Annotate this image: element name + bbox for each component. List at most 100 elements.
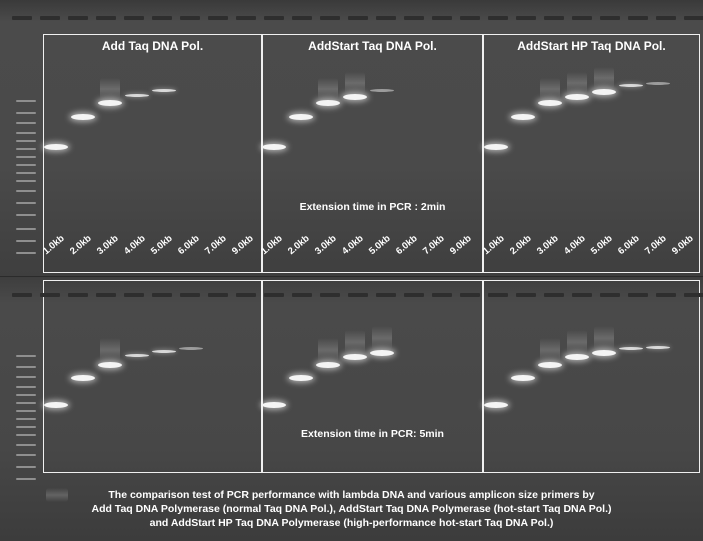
dna-band <box>343 94 367 100</box>
gel-well <box>460 293 480 297</box>
dna-band <box>538 100 562 106</box>
dna-band <box>619 84 643 87</box>
gel-well <box>208 16 228 20</box>
gel-well <box>264 293 284 297</box>
dna-band <box>565 94 589 100</box>
extension-time-note: Extension time in PCR : 2min <box>299 201 446 213</box>
ladder-band <box>16 454 36 456</box>
ladder-band <box>16 190 36 192</box>
ladder-band <box>16 180 36 182</box>
band-smear <box>594 326 614 350</box>
band-smear <box>318 338 338 362</box>
dna-band <box>316 100 340 106</box>
ladder-band <box>16 376 36 378</box>
gel-well <box>600 293 620 297</box>
ladder-band <box>16 478 36 480</box>
gel-image-top <box>0 0 703 276</box>
dna-band <box>538 362 562 368</box>
band-smear <box>567 330 587 354</box>
gel-well <box>208 293 228 297</box>
ladder-band <box>16 240 36 242</box>
band-smear <box>372 326 392 350</box>
gel-well <box>40 16 60 20</box>
gel-well <box>516 16 536 20</box>
gel-well <box>68 16 88 20</box>
gel-well <box>320 293 340 297</box>
caption-line: Add Taq DNA Polymerase (normal Taq DNA P… <box>91 503 612 515</box>
gel-well <box>544 16 564 20</box>
dna-band <box>44 402 68 408</box>
gel-well <box>124 16 144 20</box>
gel-well <box>12 16 32 20</box>
dna-band <box>370 350 394 356</box>
ladder-band <box>16 434 36 436</box>
dna-band <box>565 354 589 360</box>
gel-well <box>460 16 480 20</box>
dna-band <box>152 89 176 92</box>
dna-band <box>592 89 616 95</box>
dna-band <box>316 362 340 368</box>
ladder-band <box>16 100 36 102</box>
ladder-band <box>16 156 36 158</box>
dna-band <box>98 100 122 106</box>
ladder-band <box>16 252 36 254</box>
gel-well <box>348 293 368 297</box>
gel-well <box>628 293 648 297</box>
gel-well <box>628 16 648 20</box>
figure-caption: The comparison test of PCR performance w… <box>0 488 703 530</box>
gel-well <box>12 293 32 297</box>
panel-addstart-taq-top: AddStart Taq DNA Pol. Extension time in … <box>262 34 483 273</box>
panel-title: AddStart HP Taq DNA Pol. <box>517 39 666 53</box>
ladder-band <box>16 148 36 150</box>
ladder-band <box>16 386 36 388</box>
dna-band <box>592 350 616 356</box>
ladder-band <box>16 202 36 204</box>
gel-well <box>124 293 144 297</box>
panel-title: Add Taq DNA Pol. <box>101 39 204 53</box>
gel-well <box>404 16 424 20</box>
gel-well <box>488 293 508 297</box>
ladder-band <box>16 444 36 446</box>
gel-well <box>544 293 564 297</box>
dna-band <box>646 82 670 85</box>
ladder-band <box>16 214 36 216</box>
dna-band <box>511 114 535 120</box>
band-smear <box>345 72 365 94</box>
dna-band <box>511 375 535 381</box>
ladder-band <box>16 132 36 134</box>
ladder-band <box>16 228 36 230</box>
gel-well <box>292 293 312 297</box>
gel-well <box>684 16 703 20</box>
gel-well <box>152 16 172 20</box>
dna-band <box>152 350 176 353</box>
band-smear <box>567 72 587 94</box>
gel-well <box>236 293 256 297</box>
ladder-band <box>16 426 36 428</box>
panel-addstart-hp-taq-bottom <box>483 280 700 473</box>
dna-band <box>343 354 367 360</box>
gel-well <box>488 16 508 20</box>
gel-well <box>656 293 676 297</box>
extension-time-note: Extension time in PCR: 5min <box>301 428 444 440</box>
dna-band <box>125 94 149 97</box>
gel-well <box>236 16 256 20</box>
dna-band <box>262 402 286 408</box>
dna-band <box>619 347 643 350</box>
panel-addstart-hp-taq-top: AddStart HP Taq DNA Pol. <box>483 34 700 273</box>
band-smear <box>318 78 338 100</box>
gel-well <box>572 16 592 20</box>
dna-band <box>71 114 95 120</box>
gel-well <box>376 16 396 20</box>
ladder-band <box>16 466 36 468</box>
dna-band <box>262 144 286 150</box>
band-smear <box>100 78 120 100</box>
dna-band <box>125 354 149 357</box>
dna-band <box>370 89 394 92</box>
panel-add-taq-top: Add Taq DNA Pol. <box>43 34 262 273</box>
dna-band <box>484 402 508 408</box>
ladder-band <box>16 394 36 396</box>
band-smear <box>100 338 120 362</box>
band-smear <box>345 330 365 354</box>
dna-band <box>289 375 313 381</box>
dna-band <box>71 375 95 381</box>
